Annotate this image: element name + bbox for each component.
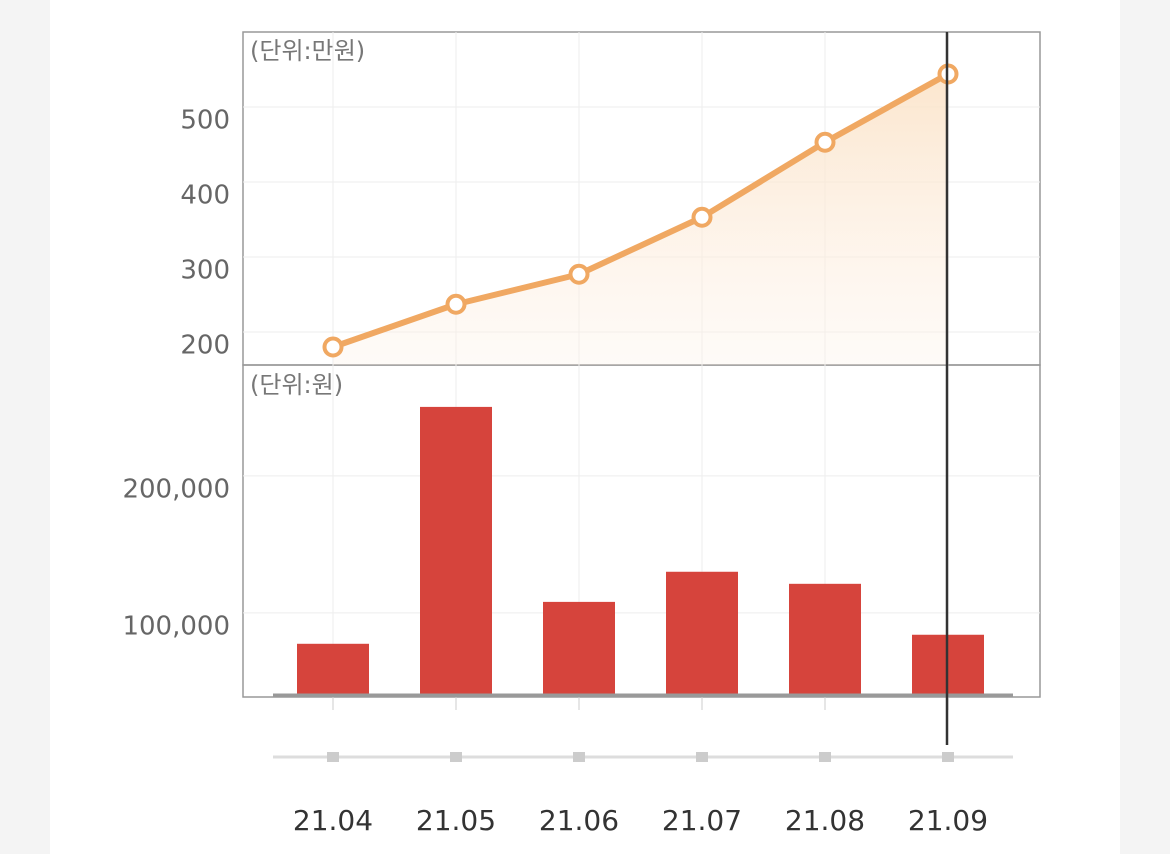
y-tick-label: 200 (180, 331, 230, 361)
bar (297, 643, 369, 695)
y-tick-label: 300 (180, 256, 230, 286)
point (814, 131, 836, 153)
x-tick-label: 21.04 (293, 804, 373, 837)
area (333, 74, 948, 365)
line (332, 71, 950, 350)
x-tick-label: 21.08 (785, 804, 865, 837)
unit-label: (단위:만원) (250, 37, 365, 65)
slider-tick (942, 752, 954, 762)
slider-tick (696, 752, 708, 762)
x-tick-label: 21.05 (416, 804, 496, 837)
y-tick-label: 500 (180, 106, 230, 136)
point (568, 263, 590, 285)
x-tick-label: 21.09 (908, 804, 988, 837)
slider-tick (819, 752, 831, 762)
bar (666, 571, 738, 695)
slider-tick (327, 752, 339, 762)
x-tick-label: 21.06 (539, 804, 619, 837)
x-tick-label: 21.07 (662, 804, 742, 837)
slider-tick (573, 752, 585, 762)
marks (273, 63, 1013, 697)
bar (789, 583, 861, 695)
point (322, 336, 344, 358)
point (691, 206, 713, 228)
bar (420, 406, 492, 695)
point (445, 293, 467, 315)
y-tick-label: 200,000 (122, 474, 230, 504)
y-tick-label: 400 (180, 181, 230, 211)
y-tick-label: 100,000 (122, 611, 230, 641)
slider-tick (450, 752, 462, 762)
unit-label: (단위:원) (250, 371, 343, 399)
bar (543, 601, 615, 695)
